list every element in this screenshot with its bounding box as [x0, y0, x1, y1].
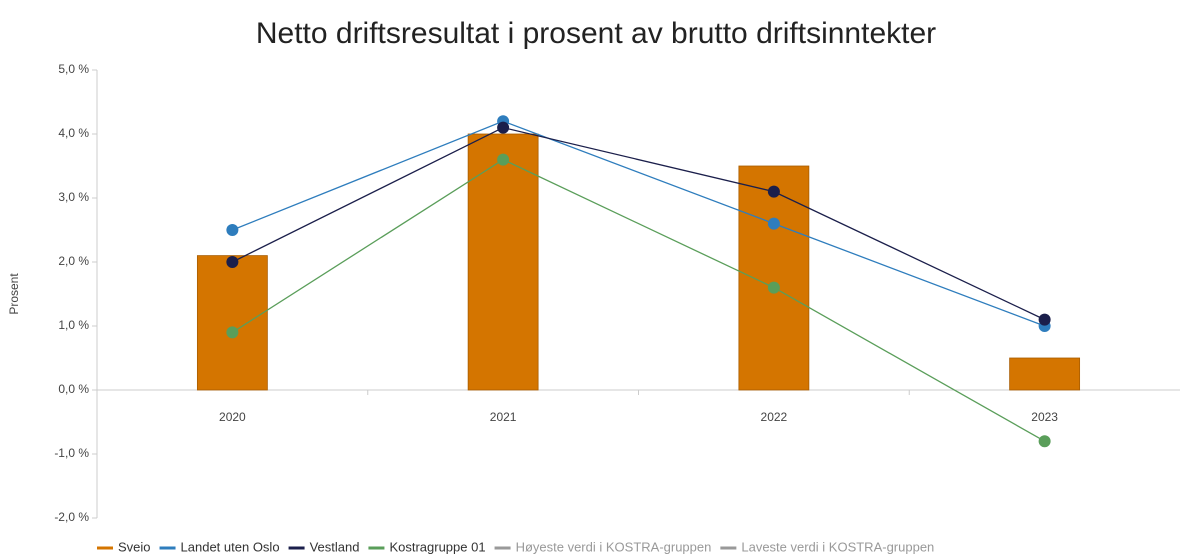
chart-title: Netto driftsresultat i prosent av brutto… — [256, 17, 936, 50]
legend-label: Landet uten Oslo — [181, 539, 280, 554]
point — [497, 121, 510, 134]
x-tick-label: 2023 — [1031, 410, 1058, 424]
legend-label: Høyeste verdi i KOSTRA-gruppen — [516, 539, 712, 554]
point — [767, 185, 780, 198]
legend-label: Laveste verdi i KOSTRA-gruppen — [741, 539, 934, 554]
legend-label: Kostragruppe 01 — [389, 539, 485, 554]
series-line — [232, 126, 1045, 321]
point — [497, 153, 510, 166]
y-tick-label: -2,0 % — [54, 510, 89, 524]
legend-label: Sveio — [118, 539, 151, 554]
x-tick-label: 2020 — [219, 410, 246, 424]
bar — [738, 165, 810, 391]
x-tick-label: 2022 — [761, 410, 788, 424]
point — [767, 281, 780, 294]
bar — [467, 133, 539, 391]
point — [1038, 435, 1051, 448]
point — [767, 217, 780, 230]
y-axis-label: Prosent — [7, 273, 21, 315]
y-tick-label: 0,0 % — [58, 382, 89, 396]
x-tick-label: 2021 — [490, 410, 517, 424]
y-tick-label: 3,0 % — [58, 190, 89, 204]
bar — [1009, 357, 1081, 391]
y-tick-label: 4,0 % — [58, 126, 89, 140]
y-tick-label: -1,0 % — [54, 446, 89, 460]
y-tick-label: 2,0 % — [58, 254, 89, 268]
legend-label: Vestland — [310, 539, 360, 554]
point — [1038, 313, 1051, 326]
bar — [196, 255, 268, 391]
y-tick-label: 5,0 % — [58, 62, 89, 76]
series-line — [232, 120, 1045, 327]
y-tick-label: 1,0 % — [58, 318, 89, 332]
point — [226, 326, 239, 339]
series-line — [232, 158, 1045, 442]
point — [226, 224, 239, 236]
point — [226, 256, 239, 268]
